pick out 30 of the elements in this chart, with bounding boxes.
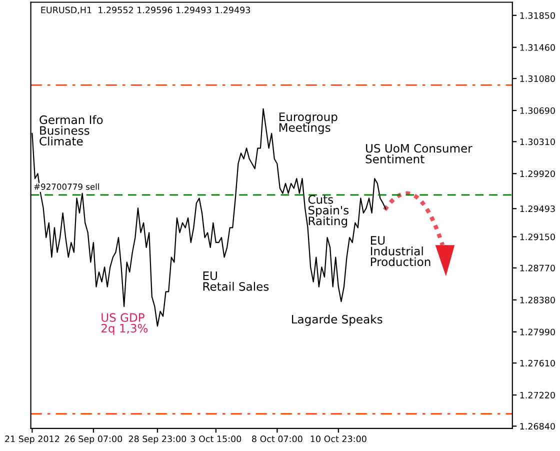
annotation: Lagarde Speaks	[292, 314, 382, 326]
y-tick-label: 1.29920	[520, 170, 555, 178]
x-tick-label: 21 Sep 2012	[5, 436, 60, 444]
x-tick-label: 3 Oct 15:00	[190, 436, 242, 442]
annotation: German Ifo Business Climate	[40, 115, 103, 146]
x-tick-label: 28 Sep 23:00	[128, 436, 186, 444]
y-tick-label: 1.31080	[520, 75, 555, 82]
y-tick-label: 1.27990	[520, 328, 555, 336]
y-tick-label: 1.31850	[520, 12, 555, 19]
y-tick-label: 1.30310	[520, 138, 555, 146]
y-tick-label: 1.30690	[520, 107, 555, 114]
y-tick-label: 1.27220	[520, 392, 555, 398]
annotation: Cuts Spain's Raiting	[308, 195, 349, 228]
y-tick-label: 1.28380	[520, 296, 555, 304]
y-tick-label: 1.28770	[520, 264, 555, 272]
y-tick-label: 1.31460	[520, 44, 555, 51]
annotation: US GDP 2q 1,3%	[101, 313, 148, 335]
annotation: EU Industrial Production	[370, 236, 430, 266]
y-tick-label: 1.27610	[520, 360, 555, 366]
annotation: US UoM Consumer Sentiment	[366, 144, 472, 164]
y-tick-label: 1.26840	[520, 422, 555, 430]
ref-line-label: #92700779 sell	[34, 183, 99, 190]
x-tick-label: 8 Oct 07:00	[252, 436, 302, 442]
y-tick-label: 1.29493	[520, 205, 555, 212]
annotation: Eurogroup Meetings	[279, 112, 338, 134]
chart-title: EURUSD,H1 1.29552 1.29596 1.29493 1.29493	[41, 6, 250, 14]
x-tick-label: 26 Sep 07:00	[64, 436, 122, 444]
x-tick-label: 10 Oct 23:00	[310, 436, 366, 442]
annotation: EU Retail Sales	[203, 272, 269, 291]
y-tick-label: 1.29150	[520, 234, 555, 240]
